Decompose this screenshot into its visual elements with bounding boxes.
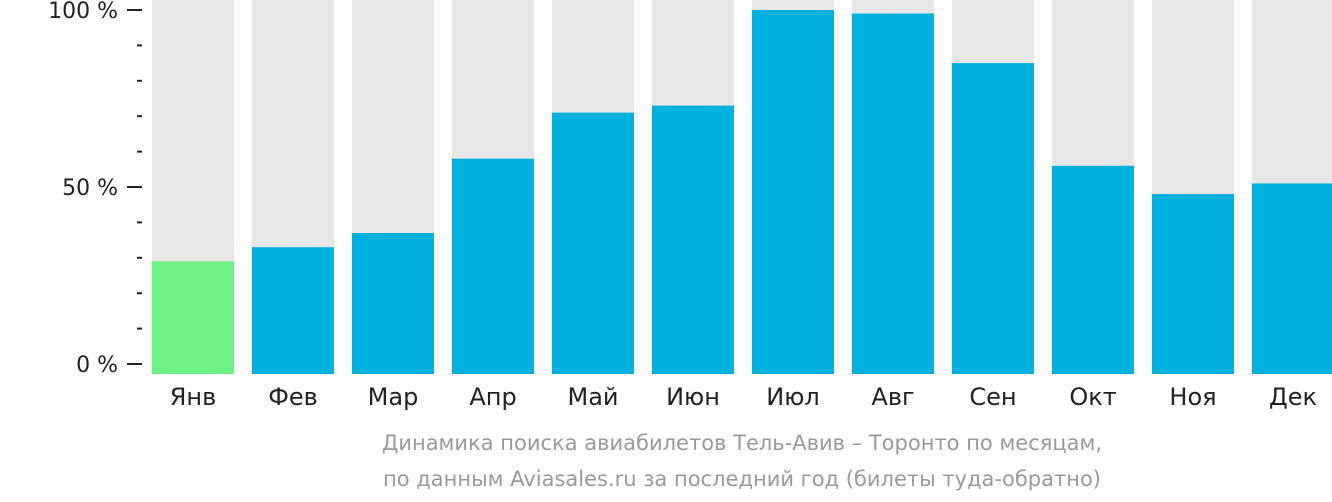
x-tick-label: Авг (871, 383, 914, 411)
chart-caption-line-1: Динамика поиска авиабилетов Тель-Авив – … (381, 431, 1103, 455)
bar (952, 63, 1034, 374)
x-tick-label: Дек (1269, 383, 1317, 411)
x-tick-label: Мар (368, 383, 419, 411)
y-tick-label: 100 % (48, 0, 118, 24)
y-tick-label: 0 % (76, 353, 118, 378)
bar (652, 105, 734, 374)
x-tick-label: Июн (666, 383, 720, 411)
y-tick-label: 50 % (62, 176, 118, 201)
x-tick-label: Ноя (1169, 383, 1216, 411)
bar (552, 112, 634, 374)
x-tick-label: Фев (268, 383, 318, 411)
bar (352, 233, 434, 374)
x-tick-label: Окт (1069, 383, 1116, 411)
bar (452, 158, 534, 374)
bar (1052, 165, 1134, 374)
x-tick-label: Апр (469, 383, 516, 411)
bar-chart: 0 % 50 % 100 % Янв Фев Мар Апр Май Июн Июл Авг Сен О… (48, 0, 1332, 411)
x-tick-label: Июл (766, 383, 820, 411)
chart-caption-line-2: по данным Aviasales.ru за последний год … (383, 467, 1101, 491)
bar (752, 10, 834, 374)
bar (852, 13, 934, 374)
x-tick-label: Май (567, 383, 618, 411)
bar (1152, 194, 1234, 374)
x-tick-label: Янв (170, 383, 217, 411)
bar (152, 261, 234, 374)
bar (252, 247, 334, 374)
bar (1252, 183, 1332, 374)
x-tick-label: Сен (969, 383, 1016, 411)
